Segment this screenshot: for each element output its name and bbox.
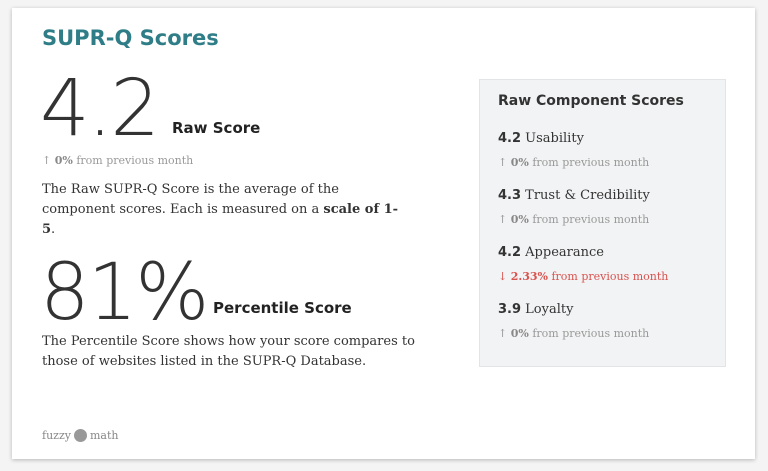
panel-title: Raw Component Scores — [498, 93, 684, 109]
component-change: ↓ 2.33% from previous month — [498, 270, 668, 283]
component-row: 4.2 Appearance — [498, 245, 604, 260]
component-name: Trust & Credibility — [525, 188, 650, 203]
raw-score-label: Raw Score — [172, 119, 261, 137]
change-text: from previous month — [532, 156, 650, 169]
footer-logo: fuzzy math — [42, 429, 118, 442]
change-arrow: ↓ — [498, 270, 508, 283]
component-panel: Raw Component Scores 4.2 Usability ↑ 0% f… — [479, 79, 726, 367]
raw-score: 4.2 — [40, 64, 160, 154]
component-row: 4.2 Usability — [498, 131, 584, 146]
logo-text: math — [89, 429, 119, 442]
change-value: 0% — [510, 213, 529, 226]
text-bold: scale of 1-5 — [42, 202, 399, 237]
component-score: 3.9 — [498, 302, 522, 317]
component-row: 3.9 Loyalty — [498, 302, 573, 317]
title: SUPR-Q Scores — [42, 26, 219, 50]
raw-change: ↑ 0% from previous month — [42, 154, 193, 167]
text: . — [51, 222, 56, 237]
logo-icon — [73, 429, 87, 442]
component-score: 4.3 — [498, 188, 522, 203]
change-text: from previous month — [76, 154, 194, 167]
change-arrow: ↑ — [498, 156, 508, 169]
change-arrow: ↑ — [42, 154, 52, 167]
change-text: from previous month — [532, 213, 650, 226]
change-arrow: ↑ — [498, 213, 508, 226]
text: The Raw SUPR-Q Score is the average of t… — [42, 182, 339, 217]
component-score: 4.2 — [498, 131, 522, 146]
change-value: 0% — [510, 156, 529, 169]
component-change: ↑ 0% from previous month — [498, 156, 649, 169]
component-row: 4.3 Trust & Credibility — [498, 188, 650, 203]
change-arrow: ↑ — [498, 327, 508, 340]
component-score: 4.2 — [498, 245, 522, 260]
change-text: from previous month — [551, 270, 669, 283]
change-text: from previous month — [532, 327, 650, 340]
change-value: 0% — [510, 327, 529, 340]
component-change: ↑ 0% from previous month — [498, 327, 649, 340]
card: SUPR-Q Scores 4.2 Raw Score ↑ 0% from pr… — [12, 8, 755, 459]
change-value: 2.33% — [510, 270, 548, 283]
component-name: Loyalty — [525, 302, 574, 317]
percentile-score-label: Percentile Score — [213, 299, 352, 317]
percentile-description: The Percentile Score shows how your scor… — [42, 334, 415, 369]
logo-text: fuzzy — [42, 429, 71, 442]
component-name: Appearance — [525, 245, 604, 260]
percentile-score: 81% — [40, 248, 209, 338]
component-change: ↑ 0% from previous month — [498, 213, 649, 226]
raw-description: The Raw SUPR-Q Score is the average of t… — [42, 180, 402, 240]
change-value: 0% — [54, 154, 73, 167]
component-name: Usability — [525, 131, 584, 146]
